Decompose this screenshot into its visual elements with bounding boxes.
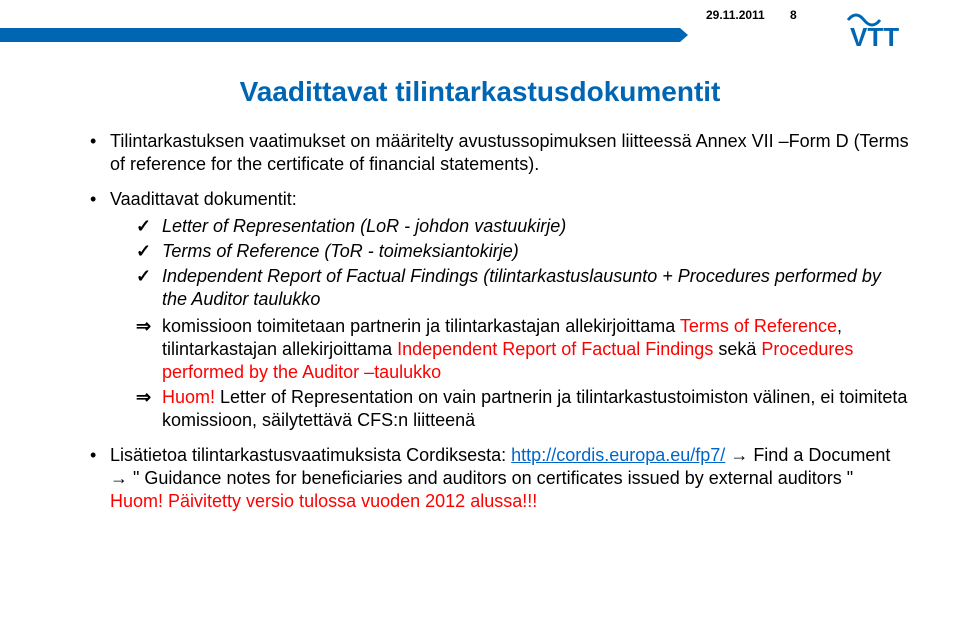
bullet3-red: Huom! Päivitetty versio tulossa vuoden 2… bbox=[110, 491, 537, 511]
arrow1-red1: Terms of Reference bbox=[680, 316, 837, 336]
arrow1-mid2: sekä bbox=[713, 339, 761, 359]
slide-content: Vaadittavat tilintarkastusdokumentit Til… bbox=[0, 58, 960, 535]
arrow2-lead: Huom! bbox=[162, 387, 215, 407]
arrow1-red2: Independent Report of Factual Findings bbox=[397, 339, 713, 359]
bullet-item-2: Vaadittavat dokumentit: Letter of Repres… bbox=[90, 188, 910, 432]
bullet3-pre: Lisätietoa tilintarkastusvaatimuksista C… bbox=[110, 445, 511, 465]
bullet-item-1: Tilintarkastuksen vaatimukset on määrite… bbox=[90, 130, 910, 176]
slide-header: 29.11.2011 8 VTT bbox=[0, 0, 960, 58]
bullet-list: Tilintarkastuksen vaatimukset on määrite… bbox=[90, 130, 910, 513]
slide-page-number: 8 bbox=[790, 8, 797, 22]
arrow-item-1: komissioon toimitetaan partnerin ja tili… bbox=[136, 315, 910, 384]
arrow-item-2: Huom! Letter of Representation on vain p… bbox=[136, 386, 910, 432]
check-item-2: Terms of Reference (ToR - toimeksiantoki… bbox=[136, 240, 910, 263]
check-item-1: Letter of Representation (LoR - johdon v… bbox=[136, 215, 910, 238]
arrow2-rest: Letter of Representation on vain partner… bbox=[162, 387, 907, 430]
logo-text: VTT bbox=[850, 22, 899, 50]
bullet-item-3: Lisätietoa tilintarkastusvaatimuksista C… bbox=[90, 444, 910, 513]
arrow1-pre: komissioon toimitetaan partnerin ja tili… bbox=[162, 316, 680, 336]
vtt-logo: VTT bbox=[842, 6, 942, 50]
slide-date: 29.11.2011 bbox=[706, 8, 765, 22]
check-item-3: Independent Report of Factual Findings (… bbox=[136, 265, 910, 311]
bullet-2-lead: Vaadittavat dokumentit: bbox=[110, 189, 297, 209]
check-list: Letter of Representation (LoR - johdon v… bbox=[136, 215, 910, 311]
arrow-list: komissioon toimitetaan partnerin ja tili… bbox=[136, 315, 910, 432]
cordis-link[interactable]: http://cordis.europa.eu/fp7/ bbox=[511, 445, 725, 465]
slide-title: Vaadittavat tilintarkastusdokumentit bbox=[50, 76, 910, 108]
header-accent-bar bbox=[0, 28, 680, 42]
